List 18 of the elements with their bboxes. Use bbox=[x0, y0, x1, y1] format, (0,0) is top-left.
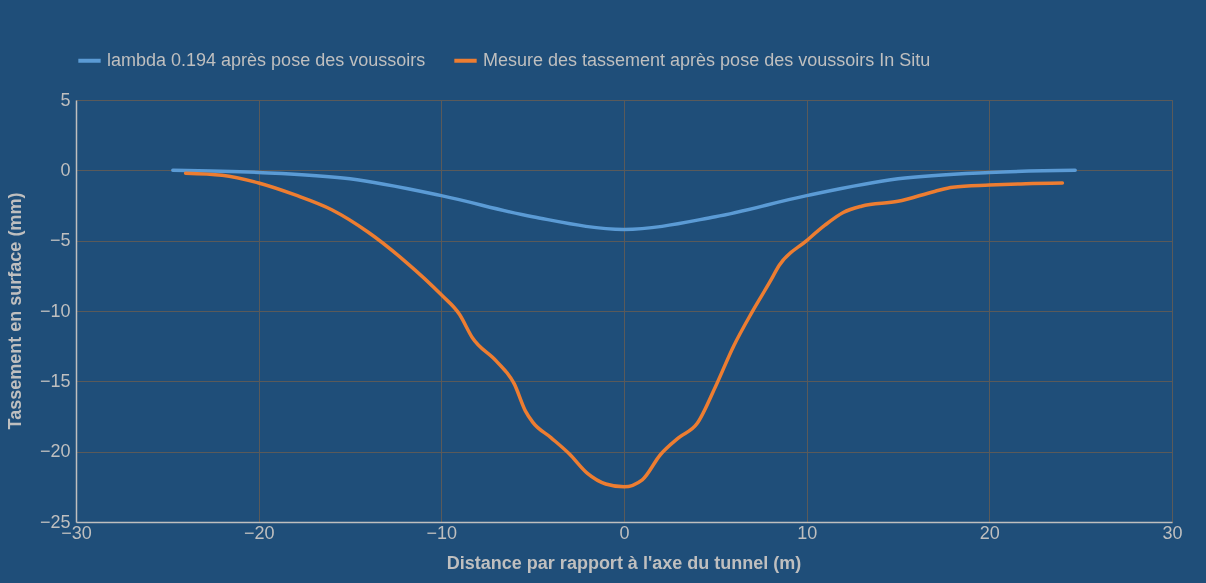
y-tick-label: 0 bbox=[60, 159, 71, 180]
x-tick-label: −10 bbox=[426, 522, 458, 543]
y-tick-label: 5 bbox=[60, 89, 71, 110]
y-tick-label: −5 bbox=[49, 230, 71, 251]
x-tick-label: −20 bbox=[243, 522, 275, 543]
y-tick-label: −20 bbox=[39, 441, 71, 462]
legend-label: Mesure des tassement après pose des voussoirs In Situ bbox=[483, 49, 931, 70]
y-tick-label: −10 bbox=[39, 300, 71, 321]
y-tick-label: −15 bbox=[39, 370, 71, 391]
x-tick-label: 20 bbox=[979, 522, 1000, 543]
x-tick-label: 30 bbox=[1162, 522, 1183, 543]
legend-label: lambda 0.194 après pose des voussoirs bbox=[107, 49, 426, 70]
x-tick-label: 0 bbox=[619, 522, 630, 543]
y-axis-title: Tassement en surface (mm) bbox=[5, 192, 25, 430]
x-tick-label: 10 bbox=[797, 522, 818, 543]
line-series bbox=[171, 168, 1077, 232]
line-series bbox=[183, 171, 1065, 489]
x-axis-title: Distance par rapport à l'axe du tunnel (m) bbox=[446, 553, 802, 573]
